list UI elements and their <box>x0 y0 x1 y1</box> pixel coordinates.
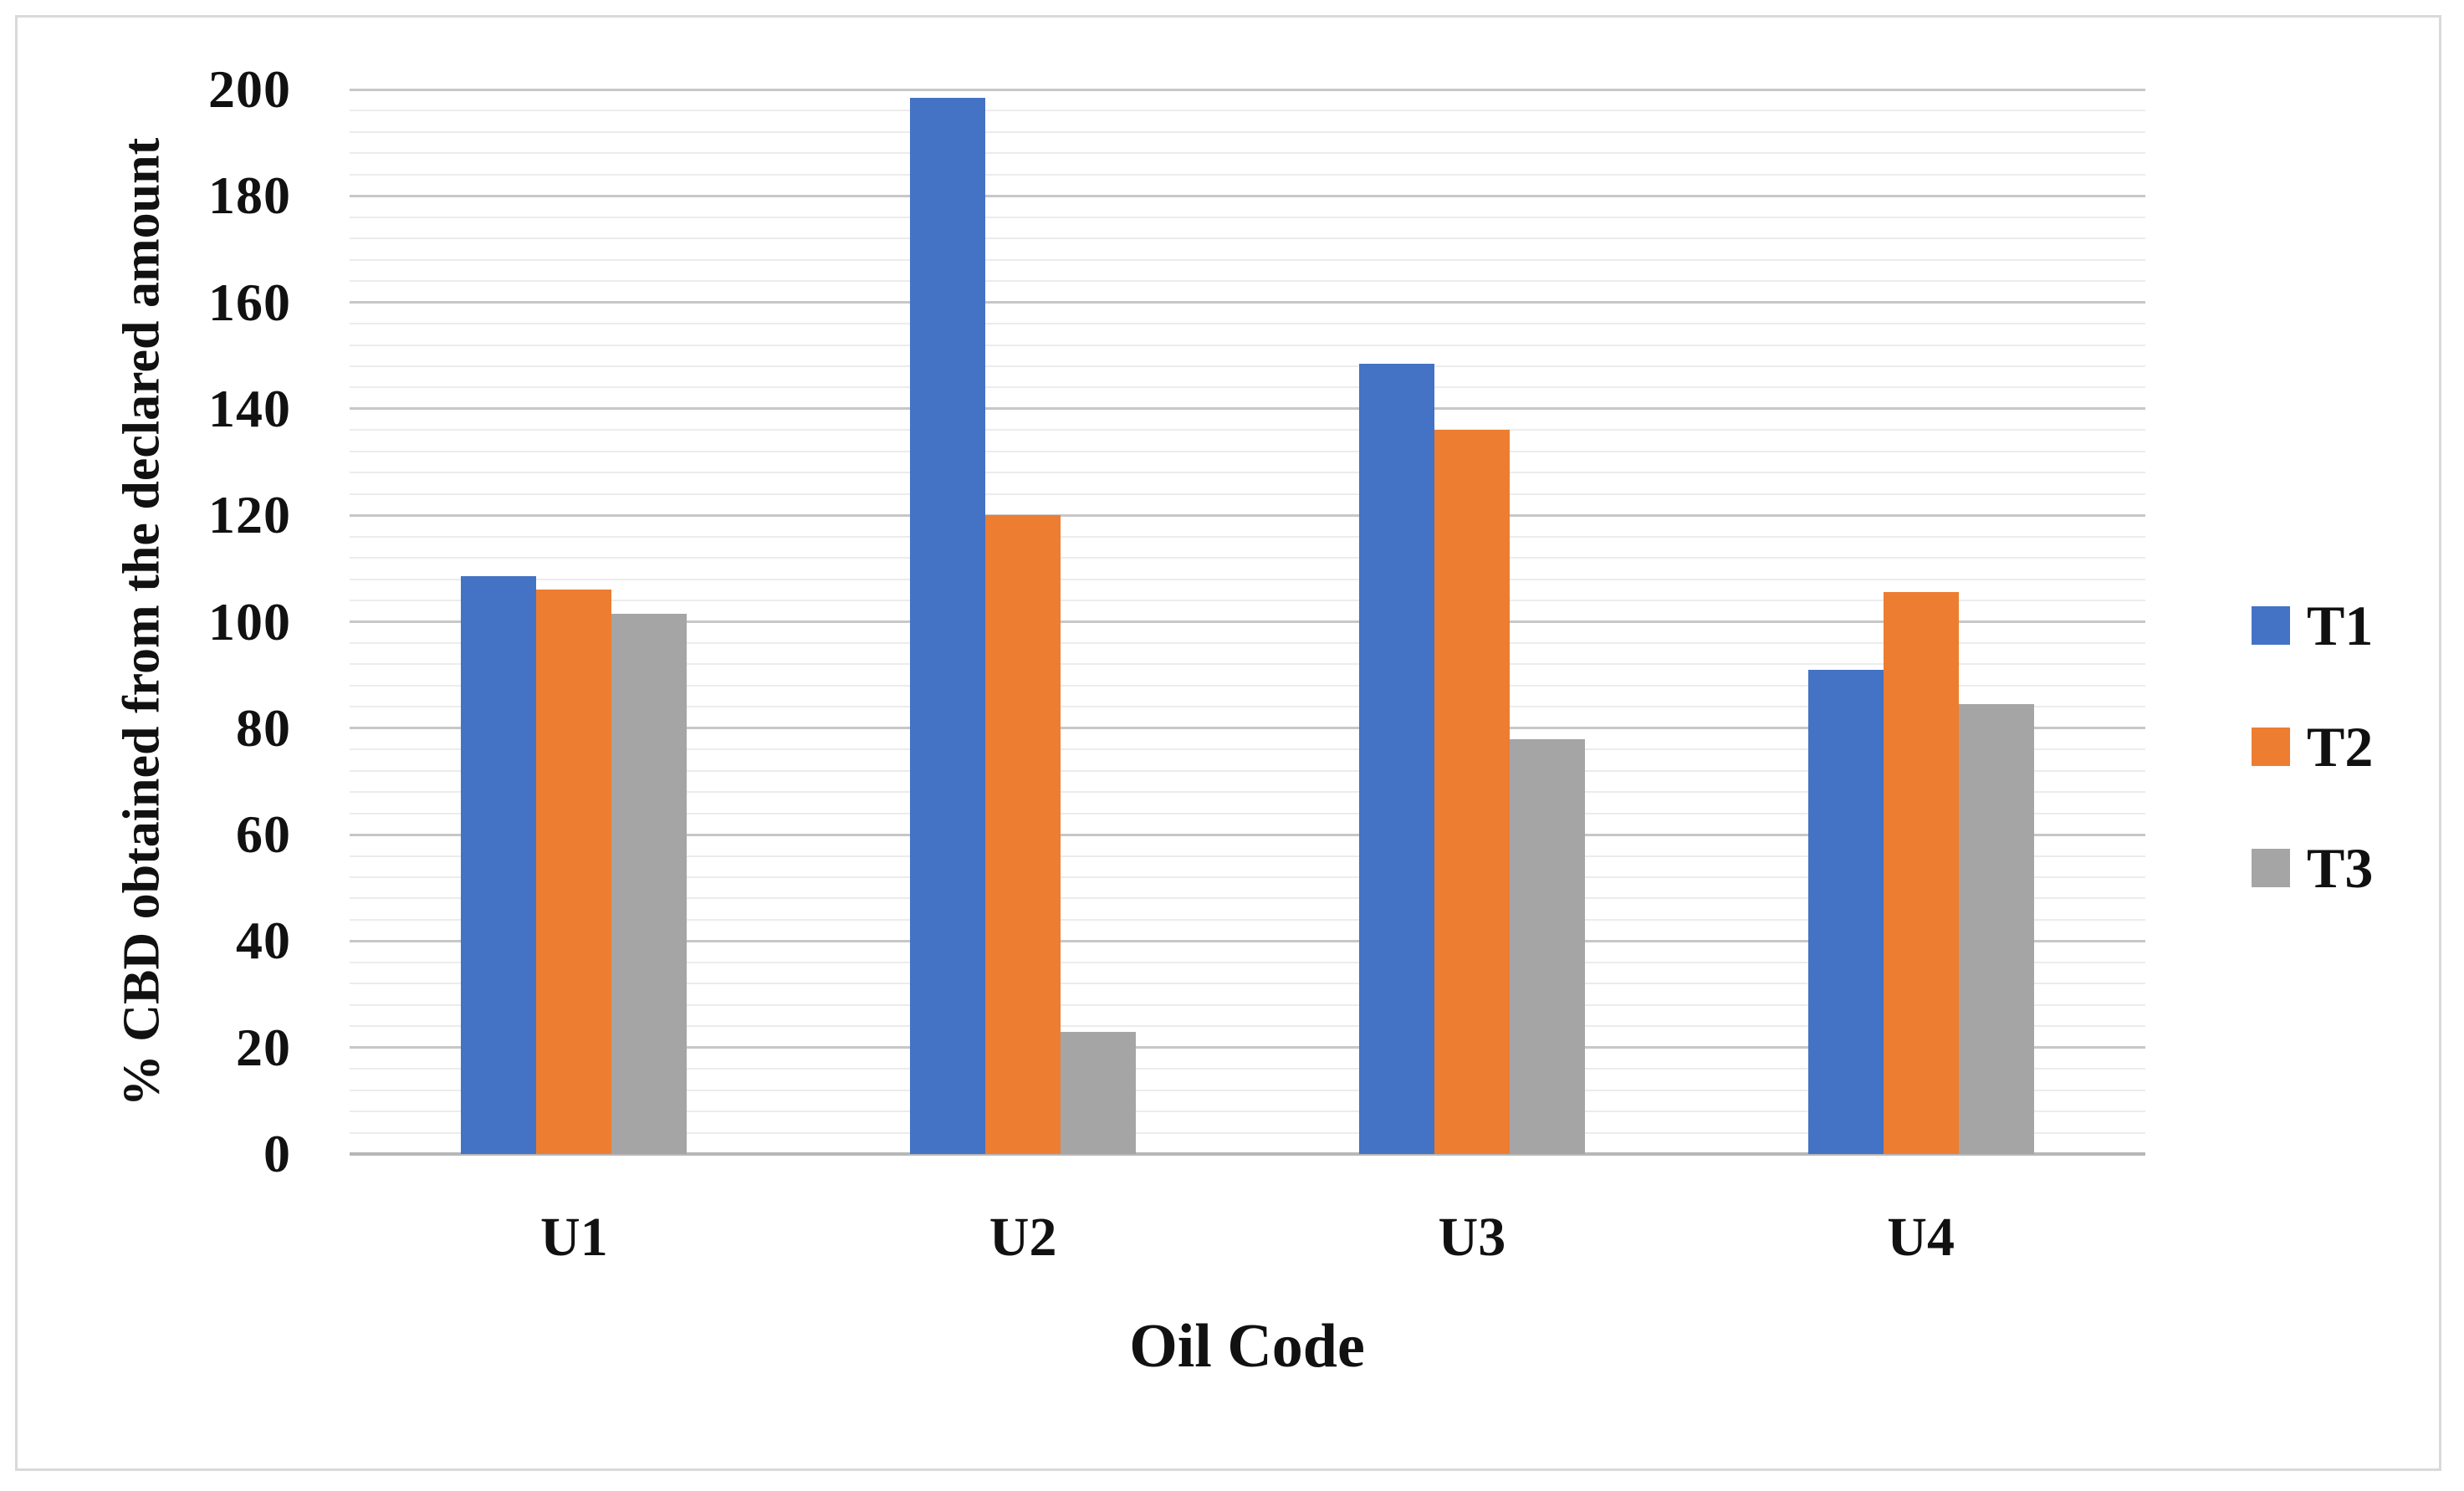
minor-gridline <box>350 110 2145 112</box>
y-tick-label: 0 <box>263 1124 291 1183</box>
minor-gridline <box>350 237 2145 240</box>
major-gridline <box>350 88 2145 91</box>
bar-u1-t3 <box>611 613 688 1154</box>
minor-gridline <box>350 706 2145 708</box>
minor-gridline <box>350 897 2145 900</box>
y-tick-label: 160 <box>208 272 291 332</box>
major-gridline <box>350 939 2145 942</box>
y-tick-label: 180 <box>208 166 291 226</box>
minor-gridline <box>350 1111 2145 1113</box>
minor-gridline <box>350 152 2145 155</box>
minor-gridline <box>350 1131 2145 1134</box>
x-category-label-u1: U1 <box>540 1207 608 1268</box>
minor-gridline <box>350 173 2145 176</box>
bar-u1-t2 <box>536 590 612 1154</box>
major-gridline <box>350 513 2145 517</box>
y-axis-title: % CBD obtained from the declared amount <box>113 137 171 1107</box>
minor-gridline <box>350 1003 2145 1006</box>
x-category-label-u4: U4 <box>1887 1207 1955 1268</box>
x-axis-line <box>350 1152 2145 1156</box>
y-tick-label: 200 <box>208 59 291 119</box>
major-gridline <box>350 727 2145 730</box>
minor-gridline <box>350 258 2145 261</box>
legend-label-t1: T1 <box>2307 594 2374 657</box>
bar-u3-t3 <box>1509 738 1585 1154</box>
minor-gridline <box>350 450 2145 452</box>
legend-swatch-t3 <box>2252 849 2290 887</box>
legend-label-t3: T3 <box>2307 836 2374 900</box>
minor-gridline <box>350 280 2145 283</box>
major-gridline <box>350 620 2145 623</box>
minor-gridline <box>350 557 2145 559</box>
x-axis-title: Oil Code <box>1129 1312 1365 1381</box>
minor-gridline <box>350 769 2145 772</box>
minor-gridline <box>350 535 2145 538</box>
minor-gridline <box>350 1068 2145 1070</box>
minor-gridline <box>350 663 2145 666</box>
y-tick-label: 80 <box>236 697 291 758</box>
minor-gridline <box>350 1089 2145 1091</box>
minor-gridline <box>350 130 2145 133</box>
minor-gridline <box>350 855 2145 857</box>
y-tick-label: 40 <box>236 911 291 971</box>
minor-gridline <box>350 876 2145 879</box>
y-tick-label: 60 <box>236 804 291 865</box>
major-gridline <box>350 301 2145 304</box>
minor-gridline <box>350 493 2145 495</box>
bar-u4-t2 <box>1883 592 1959 1154</box>
minor-gridline <box>350 961 2145 963</box>
bar-u4-t3 <box>1958 704 2034 1154</box>
legend-label-t2: T2 <box>2307 715 2374 779</box>
x-category-label-u2: U2 <box>989 1207 1057 1268</box>
minor-gridline <box>350 386 2145 389</box>
bar-u2-t1 <box>910 97 986 1154</box>
major-gridline <box>350 407 2145 411</box>
minor-gridline <box>350 641 2145 644</box>
y-tick-label: 100 <box>208 591 291 651</box>
minor-gridline <box>350 472 2145 474</box>
y-tick-label: 140 <box>208 378 291 438</box>
y-tick-label: 20 <box>236 1017 291 1077</box>
x-category-label-u3: U3 <box>1438 1207 1506 1268</box>
minor-gridline <box>350 323 2145 325</box>
minor-gridline <box>350 812 2145 814</box>
minor-gridline <box>350 684 2145 687</box>
figure-frame <box>15 15 2441 1471</box>
bar-u4-t1 <box>1807 669 1884 1154</box>
bar-u1-t1 <box>461 576 537 1154</box>
minor-gridline <box>350 791 2145 794</box>
minor-gridline <box>350 600 2145 602</box>
minor-gridline <box>350 216 2145 218</box>
minor-gridline <box>350 748 2145 751</box>
minor-gridline <box>350 578 2145 580</box>
major-gridline <box>350 833 2145 836</box>
minor-gridline <box>350 983 2145 985</box>
bar-u2-t3 <box>1061 1031 1137 1154</box>
y-tick-label: 120 <box>208 485 291 545</box>
bar-u3-t1 <box>1358 363 1434 1154</box>
major-gridline <box>350 1046 2145 1049</box>
legend-swatch-t1 <box>2252 606 2290 645</box>
minor-gridline <box>350 365 2145 367</box>
legend-swatch-t2 <box>2252 728 2290 766</box>
major-gridline <box>350 194 2145 197</box>
minor-gridline <box>350 429 2145 431</box>
bar-u3-t2 <box>1434 430 1510 1154</box>
minor-gridline <box>350 1025 2145 1028</box>
bar-u2-t2 <box>985 515 1061 1154</box>
minor-gridline <box>350 918 2145 921</box>
minor-gridline <box>350 344 2145 346</box>
